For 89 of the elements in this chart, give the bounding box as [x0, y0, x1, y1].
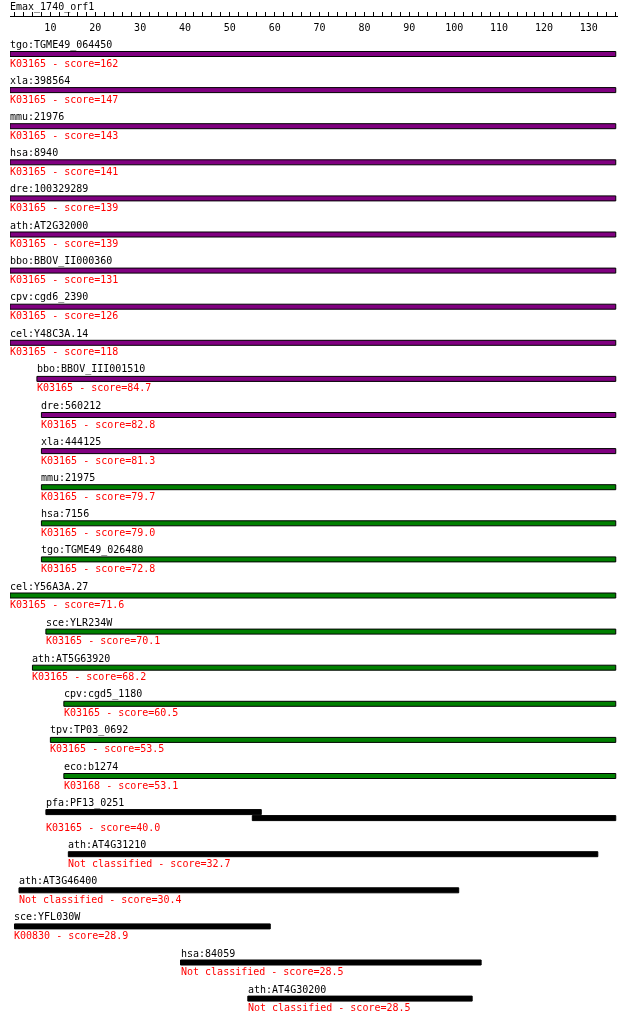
bar: [36, 375, 617, 382]
bar: [63, 773, 617, 779]
x-tick-label: 120: [534, 22, 553, 33]
annotation: K00830 - score=28.9: [14, 930, 129, 941]
annotation: K03165 - score=68.2: [32, 671, 147, 682]
x-tick-label: 40: [178, 22, 192, 33]
bar: [45, 628, 617, 635]
y-tick-label: sce:YFL030W: [14, 911, 82, 922]
annotation: Not classified - score=28.5: [181, 966, 344, 977]
x-tick-label: 20: [89, 22, 102, 33]
bar: [40, 520, 617, 527]
x-tick-label: 30: [134, 22, 147, 33]
annotation: K03165 - score=139: [10, 202, 119, 213]
annotation: K03165 - score=162: [10, 58, 119, 69]
annotation: K03165 - score=131: [10, 274, 119, 285]
x-tick-label: 50: [223, 22, 236, 33]
x-tick-label: 110: [490, 22, 509, 33]
bar: [10, 123, 617, 130]
bar: [10, 87, 617, 94]
y-tick-label: cpv:cgd5_1180: [64, 688, 143, 700]
y-tick-label: xla:398564: [10, 75, 71, 86]
y-tick-label: cel:Y56A3A.27: [10, 581, 89, 592]
y-tick-label: tpv:TP03_0692: [50, 724, 129, 736]
y-tick-label: pfa:PF13_0251: [46, 797, 125, 809]
y-tick-label: ath:AT4G30200: [248, 984, 327, 995]
annotation: Not classified - score=28.5: [248, 1002, 411, 1013]
y-tick-label: ath:AT3G46400: [19, 875, 98, 886]
annotation: K03165 - score=126: [10, 310, 119, 321]
x-tick-label: 90: [403, 22, 416, 33]
annotation: K03165 - score=118: [10, 346, 119, 357]
annotation: K03165 - score=53.5: [50, 743, 165, 754]
y-tick-label: ath:AT4G31210: [68, 839, 147, 850]
x-tick-label: 70: [313, 22, 326, 33]
x-tick-label: 10: [44, 22, 57, 33]
y-tick-label: tgo:TGME49_026480: [41, 544, 144, 556]
y-tick-label: hsa:84059: [181, 948, 236, 959]
y-tick-label: sce:YLR234W: [46, 617, 114, 628]
bar: [10, 267, 617, 274]
y-tick-label: bbo:BBOV_III001510: [37, 363, 146, 375]
annotation: K03165 - score=84.7: [37, 382, 152, 393]
y-tick-label: dre:100329289: [10, 183, 89, 194]
annotation: K03165 - score=79.7: [41, 491, 156, 502]
bar: [49, 736, 617, 743]
x-tick-label: 130: [579, 22, 598, 33]
bar: [40, 412, 617, 418]
y-tick-label: xla:444125: [41, 436, 102, 447]
bar: [10, 195, 617, 202]
x-tick-label: 60: [268, 22, 281, 33]
y-tick-label: ath:AT5G63920: [32, 653, 111, 664]
y-tick-label: mmu:21976: [10, 111, 65, 122]
bar: [10, 303, 617, 310]
annotation: K03165 - score=71.6: [10, 599, 125, 610]
annotation: K03165 - score=141: [10, 166, 119, 177]
annotation: Not classified - score=32.7: [68, 858, 231, 869]
y-tick-label: hsa:7156: [41, 508, 90, 519]
annotation: K03168 - score=53.1: [64, 780, 179, 791]
chart-title: Emax_1740_orf1: [10, 1, 95, 13]
y-tick-label: hsa:8940: [10, 147, 59, 158]
bar: [40, 484, 617, 491]
annotation: K03165 - score=60.5: [64, 707, 179, 718]
bar: [10, 592, 617, 599]
y-tick-label: bbo:BBOV_II000360: [10, 255, 113, 267]
annotation: K03165 - score=79.0: [41, 527, 156, 538]
bar: [31, 664, 617, 671]
y-tick-label: tgo:TGME49_064450: [10, 39, 113, 51]
annotation: K03165 - score=82.8: [41, 419, 156, 430]
annotation: K03165 - score=81.3: [41, 455, 156, 466]
y-tick-label: mmu:21975: [41, 472, 96, 483]
y-tick-label: cpv:cgd6_2390: [10, 291, 89, 303]
x-tick-label: 80: [358, 22, 371, 33]
x-tick-label: 100: [445, 22, 464, 33]
bar: [10, 51, 617, 57]
bar: [10, 231, 617, 238]
bar: [63, 700, 617, 707]
y-tick-label: dre:560212: [41, 400, 102, 411]
annotation: K03165 - score=139: [10, 238, 119, 249]
annotation: K03165 - score=72.8: [41, 563, 156, 574]
annotation: K03165 - score=40.0: [46, 822, 161, 833]
bar: [10, 159, 617, 166]
y-tick-label: eco:b1274: [64, 761, 119, 772]
annotation: K03165 - score=143: [10, 130, 119, 141]
y-tick-label: cel:Y48C3A.14: [10, 328, 89, 339]
bar: [40, 448, 617, 455]
bar: [40, 556, 617, 563]
bar: [10, 339, 617, 346]
annotation: K03165 - score=70.1: [46, 635, 161, 646]
annotation: Not classified - score=30.4: [19, 894, 182, 905]
y-tick-label: ath:AT2G32000: [10, 220, 89, 231]
annotation: K03165 - score=147: [10, 94, 119, 105]
